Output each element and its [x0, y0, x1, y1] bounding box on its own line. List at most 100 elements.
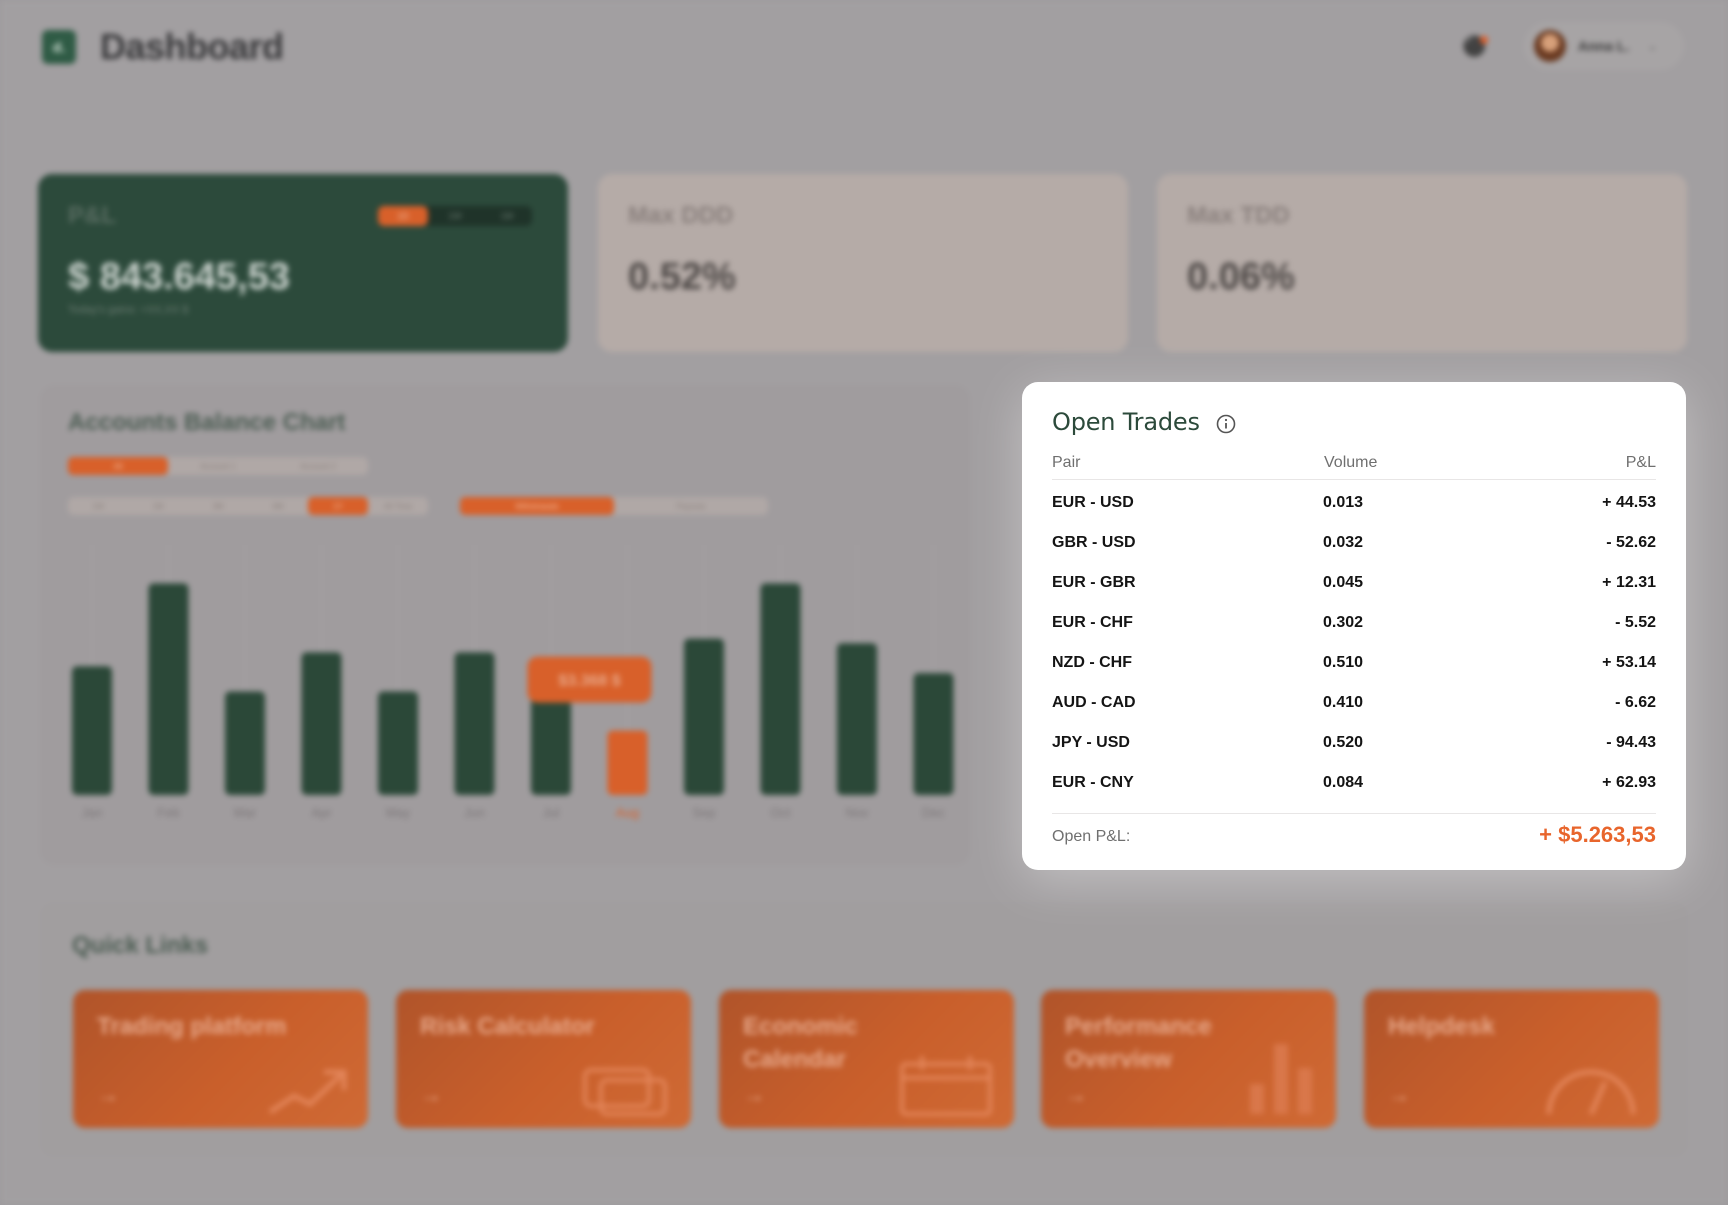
quick-link-trading-platform[interactable]: Trading platform →: [73, 990, 368, 1128]
page-title: Dashboard: [100, 26, 284, 67]
quick-links-title: Quick Links: [72, 932, 209, 959]
pnl-cell: - 6.62: [1615, 694, 1656, 711]
range-option[interactable]: 3M: [212, 501, 224, 511]
table-row[interactable]: JPY - USD 0.520 - 94.43: [1052, 722, 1656, 762]
max-tdd-value: 0.06%: [1187, 256, 1295, 298]
period-option[interactable]: 1M: [500, 211, 514, 221]
chart-bar-aug[interactable]: [607, 730, 648, 795]
range-option[interactable]: All Time: [383, 501, 413, 511]
quick-link-helpdesk[interactable]: Helpdesk →: [1364, 990, 1659, 1128]
volume-cell: 0.045: [1323, 574, 1364, 591]
pnl-cell: - 5.52: [1615, 614, 1656, 631]
pair-cell: AUD - CAD: [1052, 694, 1136, 711]
x-tick-label: Jul: [543, 805, 560, 820]
account-filter-option[interactable]: Account 2: [300, 461, 336, 471]
calendar-icon: [900, 1056, 992, 1116]
volume-cell: 0.410: [1323, 694, 1364, 711]
user-menu[interactable]: Anna L. ⌄: [1524, 22, 1684, 70]
info-icon[interactable]: [1216, 414, 1236, 434]
x-tick-label: Nov: [845, 805, 869, 820]
chart-bar-feb[interactable]: [148, 583, 189, 795]
view-option[interactable]: Payouts: [676, 501, 706, 511]
x-tick-label: Sep: [692, 805, 715, 820]
account-filter[interactable]: All Account 1 Account 2: [68, 457, 368, 475]
account-filter-option[interactable]: Account 1: [200, 461, 236, 471]
max-ddd-value: 0.52%: [628, 256, 736, 298]
quick-link-performance-overview[interactable]: Performance Overview →: [1041, 990, 1336, 1128]
quick-link-label: Risk Calculator: [420, 1013, 595, 1040]
pnl-cell: + 44.53: [1602, 494, 1656, 511]
pair-cell: GBR - USD: [1052, 534, 1136, 551]
chart-bar-nov[interactable]: [837, 643, 877, 795]
chevron-down-icon: ⌄: [1647, 39, 1658, 53]
volume-cell: 0.013: [1323, 494, 1364, 511]
x-tick-label: Oct: [770, 805, 791, 820]
range-option[interactable]: 1Y: [308, 497, 368, 515]
max-ddd-card: Max DDD 0.52%: [598, 174, 1128, 352]
chart-bar-jan[interactable]: [72, 666, 112, 795]
chart-bar-jul[interactable]: [531, 691, 571, 796]
period-option[interactable]: 1D: [378, 206, 428, 226]
table-row[interactable]: AUD - CAD 0.410 - 6.62: [1052, 682, 1656, 722]
chart-bar-dec[interactable]: [913, 673, 954, 795]
quick-link-label: Trading platform: [97, 1013, 287, 1040]
column-header-volume: Volume: [1324, 454, 1378, 471]
range-filter[interactable]: 1W 1M 3M 6M 1Y All Time: [68, 497, 428, 515]
balance-bar-chart: Jan Feb Mar Apr May Jun Jul Aug $3.368 $ Sep Oct No…: [72, 545, 954, 820]
open-pnl-value: + $5.263,53: [1539, 822, 1656, 847]
x-tick-label: Aug: [616, 805, 639, 820]
trades-table-body: EUR - USD 0.013 + 44.53 GBR - USD 0.032 - 52…: [1052, 482, 1656, 802]
pnl-value: $ 843.645,53: [68, 256, 290, 298]
chart-bar-mar[interactable]: [225, 691, 265, 796]
pnl-card: P&L 1D 1W 1M $ 843.645,53 Today's gains:…: [38, 174, 568, 352]
app-logo[interactable]: d.: [42, 30, 76, 64]
table-row[interactable]: GBR - USD 0.032 - 52.62: [1052, 522, 1656, 562]
arrow-right-icon: →: [420, 1082, 442, 1107]
chart-title: Accounts Balance Chart: [68, 409, 346, 436]
range-option[interactable]: 1M: [152, 501, 164, 511]
pnl-period-toggle[interactable]: 1D 1W 1M: [378, 206, 532, 226]
pair-cell: EUR - CNY: [1052, 774, 1134, 791]
x-tick-label: Apr: [311, 805, 332, 820]
quick-link-economic-calendar[interactable]: Economic Calendar →: [719, 990, 1014, 1128]
table-row[interactable]: EUR - GBR 0.045 + 12.31: [1052, 562, 1656, 602]
account-filter-option[interactable]: All: [68, 457, 168, 475]
open-pnl-label: Open P&L:: [1052, 828, 1131, 845]
arrow-right-icon: →: [743, 1082, 765, 1107]
quick-link-label: Helpdesk: [1388, 1013, 1495, 1040]
pnl-label: P&L: [68, 202, 116, 229]
table-row[interactable]: NZD - CHF 0.510 + 53.14: [1052, 642, 1656, 682]
table-row[interactable]: EUR - CHF 0.302 - 5.52: [1052, 602, 1656, 642]
arrow-right-icon: →: [1065, 1082, 1087, 1107]
view-option[interactable]: Withdrawals: [460, 497, 614, 515]
notification-dot: [1480, 36, 1488, 44]
column-header-pair: Pair: [1052, 454, 1081, 471]
pnl-cell: - 52.62: [1606, 534, 1656, 551]
open-trades-title: Open Trades: [1052, 408, 1200, 436]
chart-bar-sep[interactable]: [684, 638, 724, 795]
range-option[interactable]: 6M: [272, 501, 284, 511]
pnl-cell: + 53.14: [1602, 654, 1656, 671]
chart-bar-oct[interactable]: [760, 583, 801, 795]
pnl-subtext: Today's gains: +XX,XX $: [68, 304, 189, 316]
range-option[interactable]: 1W: [92, 501, 104, 511]
chart-bar-may[interactable]: [378, 691, 418, 796]
pnl-cell: + 62.93: [1602, 774, 1656, 791]
chart-bar-apr[interactable]: [301, 652, 342, 795]
quick-link-label: Economic Calendar: [743, 1013, 858, 1073]
x-tick-label: Feb: [157, 805, 179, 820]
chart-tooltip-text: $3.368 $: [558, 673, 620, 690]
quick-link-risk-calculator[interactable]: Risk Calculator →: [396, 990, 691, 1128]
open-pnl-footer: Open P&L: + $5.263,53: [1052, 813, 1656, 853]
period-option[interactable]: 1W: [448, 211, 462, 221]
pair-cell: EUR - GBR: [1052, 574, 1136, 591]
view-filter[interactable]: Withdrawals Payouts: [460, 497, 768, 515]
trend-up-icon: [268, 1069, 347, 1115]
x-tick-label: May: [386, 805, 411, 820]
balance-chart-panel: Accounts Balance Chart All Account 1 Acc…: [40, 385, 970, 865]
volume-cell: 0.520: [1323, 734, 1364, 751]
table-row[interactable]: EUR - CNY 0.084 + 62.93: [1052, 762, 1656, 802]
chart-bar-jun[interactable]: [454, 652, 495, 795]
pair-cell: NZD - CHF: [1052, 654, 1132, 671]
table-row[interactable]: EUR - USD 0.013 + 44.53: [1052, 482, 1656, 522]
